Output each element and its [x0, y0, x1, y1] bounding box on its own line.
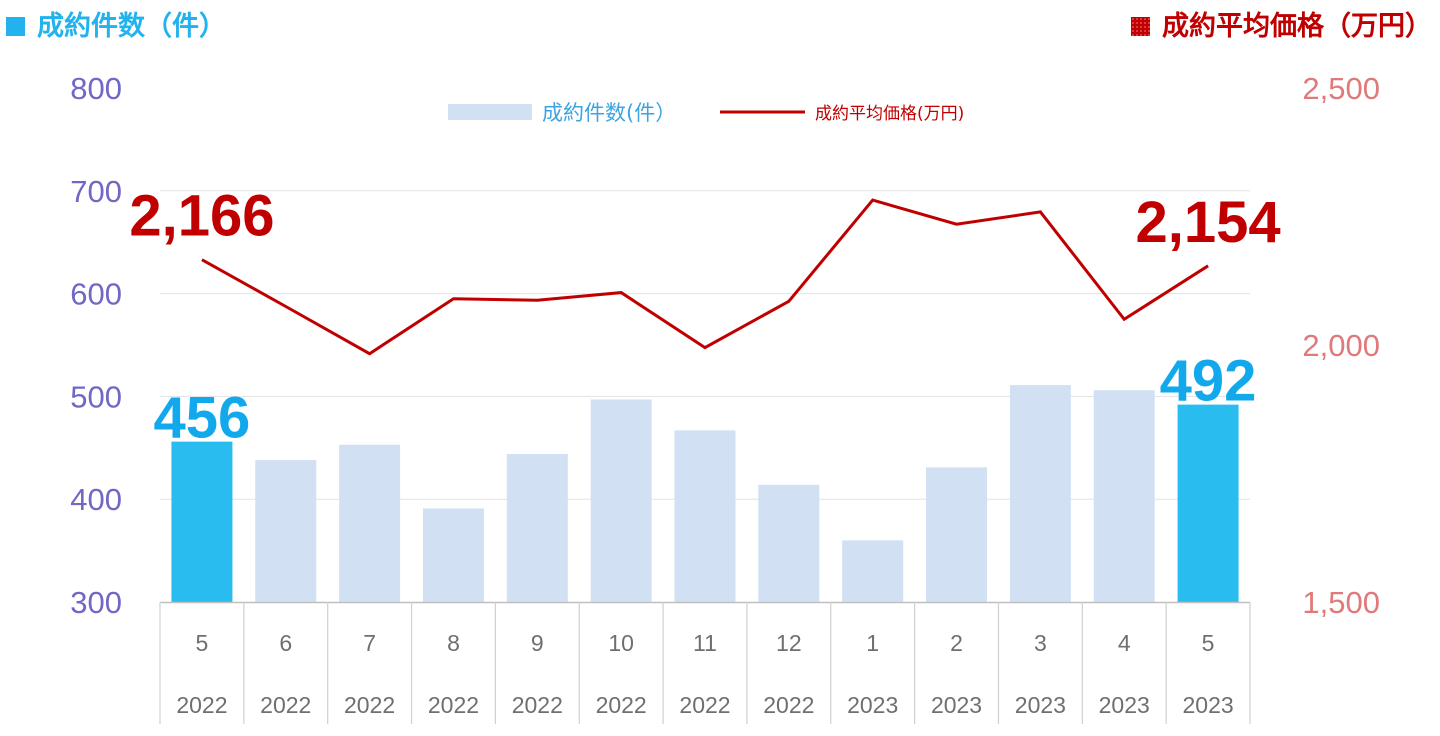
left-tick-300: 300	[70, 585, 122, 620]
right-axis-header: 成約平均価格（万円）	[1131, 4, 1432, 43]
x-tick-year-11: 2023	[1099, 692, 1150, 718]
x-tick-year-5: 2022	[596, 692, 647, 718]
right-axis-header-text: 成約平均価格（万円）	[1162, 11, 1432, 42]
x-tick-month-7: 12	[776, 630, 802, 656]
x-tick-year-1: 2022	[260, 692, 311, 718]
bar-10	[1009, 385, 1071, 602]
x-tick-month-3: 8	[447, 630, 460, 656]
left-y-axis: 300 400 500 600 700 800	[70, 71, 122, 620]
left-tick-600: 600	[70, 277, 122, 312]
bar-5	[590, 399, 652, 602]
bar-8	[842, 540, 904, 602]
callout-3: 492	[1160, 349, 1257, 414]
left-axis-header-text: 成約件数（件）	[37, 11, 226, 42]
x-tick-month-11: 4	[1118, 630, 1131, 656]
price-line	[201, 198, 1209, 356]
x-tick-year-10: 2023	[1015, 692, 1066, 718]
legend-bar-swatch	[448, 104, 532, 120]
x-tick-month-10: 3	[1034, 630, 1047, 656]
x-tick-year-4: 2022	[512, 692, 563, 718]
x-tick-month-5: 10	[608, 630, 634, 656]
legend-bar-label: 成約件数(件）	[542, 101, 676, 125]
bar-series	[171, 385, 1239, 602]
bar-4	[506, 453, 568, 602]
left-tick-800: 800	[70, 71, 122, 106]
right-y-axis: 1,500 2,000 2,500	[1302, 71, 1380, 620]
bar-6	[674, 430, 736, 602]
x-tick-year-9: 2023	[931, 692, 982, 718]
bar-0	[171, 441, 233, 602]
x-tick-year-6: 2022	[679, 692, 730, 718]
bar-11	[1093, 390, 1155, 602]
right-tick-2,500: 2,500	[1302, 71, 1380, 106]
legend-line-label: 成約平均価格(万円)	[815, 104, 964, 124]
x-tick-year-8: 2023	[847, 692, 898, 718]
x-tick-month-6: 11	[693, 630, 717, 656]
left-tick-400: 400	[70, 482, 122, 517]
bar-1	[255, 460, 317, 602]
x-tick-month-8: 1	[866, 630, 879, 656]
x-tick-month-9: 2	[950, 630, 963, 656]
left-tick-500: 500	[70, 379, 122, 414]
x-axis: 5202262022720228202292022102022112022122…	[159, 601, 1251, 724]
callout-1: 2,154	[1135, 190, 1280, 255]
right-tick-2,000: 2,000	[1302, 328, 1380, 363]
bar-2	[339, 444, 401, 602]
line-series-square-icon	[1131, 17, 1150, 36]
callout-0: 2,166	[129, 184, 274, 249]
x-tick-year-7: 2022	[763, 692, 814, 718]
x-tick-month-0: 5	[196, 630, 209, 656]
x-tick-year-2: 2022	[344, 692, 395, 718]
bar-9	[926, 467, 988, 602]
line-series	[201, 198, 1209, 356]
x-tick-month-4: 9	[531, 630, 544, 656]
callouts: 2,166 2,154 456 492	[129, 184, 1280, 451]
bar-3	[422, 508, 484, 602]
x-tick-month-1: 6	[279, 630, 292, 656]
legend: 成約件数(件） 成約平均価格(万円)	[448, 101, 964, 125]
x-tick-month-2: 7	[363, 630, 376, 656]
right-tick-1,500: 1,500	[1302, 585, 1380, 620]
x-tick-year-0: 2022	[176, 692, 227, 718]
left-tick-700: 700	[70, 174, 122, 209]
left-axis-header: 成約件数（件）	[6, 4, 226, 43]
x-tick-year-12: 2023	[1182, 692, 1233, 718]
bar-12	[1177, 404, 1239, 602]
bar-7	[758, 484, 820, 602]
callout-2: 456	[154, 386, 251, 451]
bar-series-square-icon	[6, 17, 25, 36]
x-tick-year-3: 2022	[428, 692, 479, 718]
x-tick-month-12: 5	[1202, 630, 1215, 656]
